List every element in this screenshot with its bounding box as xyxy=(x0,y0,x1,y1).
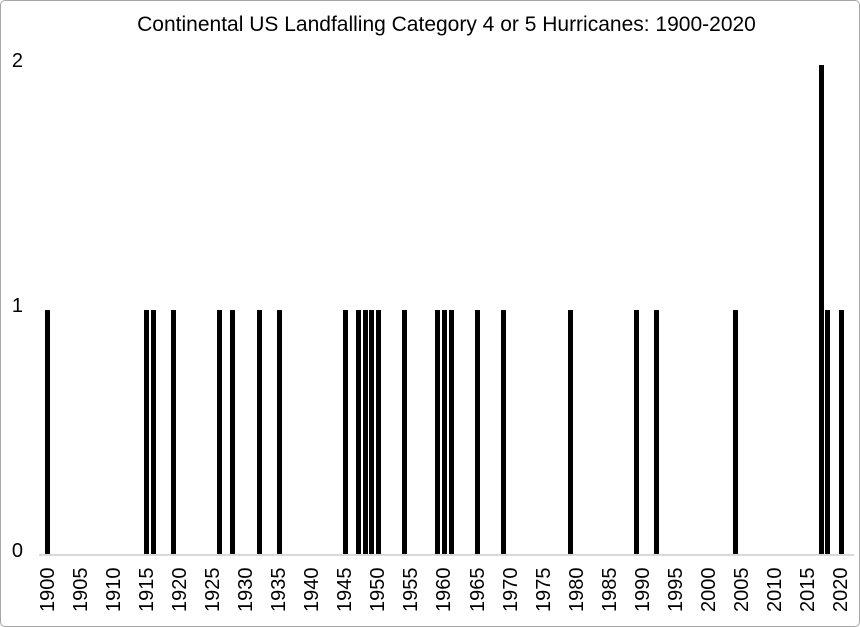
x-tick-label-1900: 1900 xyxy=(36,567,59,613)
x-tick-label-1910: 1910 xyxy=(102,567,125,613)
x-tick-label-1955: 1955 xyxy=(400,567,423,613)
x-tick-label-2000: 2000 xyxy=(697,567,720,613)
x-tick-label-2015: 2015 xyxy=(797,567,820,613)
bar-1932 xyxy=(256,310,262,555)
x-axis-line xyxy=(39,554,854,556)
x-tick-label-1935: 1935 xyxy=(268,567,291,613)
x-tick-label-1960: 1960 xyxy=(433,567,456,613)
chart-title: Continental US Landfalling Category 4 or… xyxy=(137,13,756,36)
x-tick-label-1915: 1915 xyxy=(135,567,158,613)
y-tick-label-2: 2 xyxy=(11,50,23,72)
bar-1965 xyxy=(475,310,480,555)
x-tick-label-1940: 1940 xyxy=(301,567,324,613)
x-tick-label-1925: 1925 xyxy=(202,567,224,613)
bar-1919 xyxy=(170,310,176,555)
y-tick-label-0: 0 xyxy=(11,540,23,562)
bar-1950 xyxy=(375,310,381,555)
bar-1948 xyxy=(362,310,368,555)
bar-1949 xyxy=(369,310,375,555)
bar-2020 xyxy=(838,310,844,555)
bar-1928 xyxy=(230,310,236,555)
x-tick-label-1970: 1970 xyxy=(499,567,522,613)
bar-2018 xyxy=(825,310,831,555)
x-tick-label-2010: 2010 xyxy=(764,567,787,613)
x-tick-label-1990: 1990 xyxy=(631,567,654,613)
bar-1916 xyxy=(151,310,156,555)
x-tick-label-1950: 1950 xyxy=(367,567,390,613)
bar-1960 xyxy=(441,310,447,555)
bar-1961 xyxy=(448,310,454,555)
x-tick-label-1920: 1920 xyxy=(168,567,191,613)
bar-2004 xyxy=(732,310,738,555)
bar-1947 xyxy=(355,310,361,555)
bar-1989 xyxy=(633,310,639,555)
x-tick-label-2005: 2005 xyxy=(731,567,753,613)
bar-1935 xyxy=(276,310,282,555)
x-tick-label-1945: 1945 xyxy=(334,567,357,613)
bar-1900 xyxy=(45,310,51,555)
bar-1992 xyxy=(653,310,659,555)
x-tick-label-2020: 2020 xyxy=(830,567,853,613)
x-tick-label-1980: 1980 xyxy=(565,567,588,613)
y-tick-label-1: 1 xyxy=(11,295,23,317)
x-tick-label-1975: 1975 xyxy=(532,567,555,613)
bar-1959 xyxy=(435,310,441,555)
x-tick-label-1965: 1965 xyxy=(466,567,489,613)
x-tick-label-1985: 1985 xyxy=(598,567,621,613)
bar-1915 xyxy=(144,310,150,555)
bar-1945 xyxy=(342,310,348,555)
x-tick-label-1995: 1995 xyxy=(664,567,687,613)
bar-1979 xyxy=(567,310,573,555)
x-tick-label-1930: 1930 xyxy=(235,567,258,613)
bar-1954 xyxy=(402,310,408,555)
bar-2017 xyxy=(818,65,824,555)
bar-1969 xyxy=(501,310,507,555)
bar-1926 xyxy=(217,310,223,555)
x-tick-label-1905: 1905 xyxy=(69,567,92,613)
